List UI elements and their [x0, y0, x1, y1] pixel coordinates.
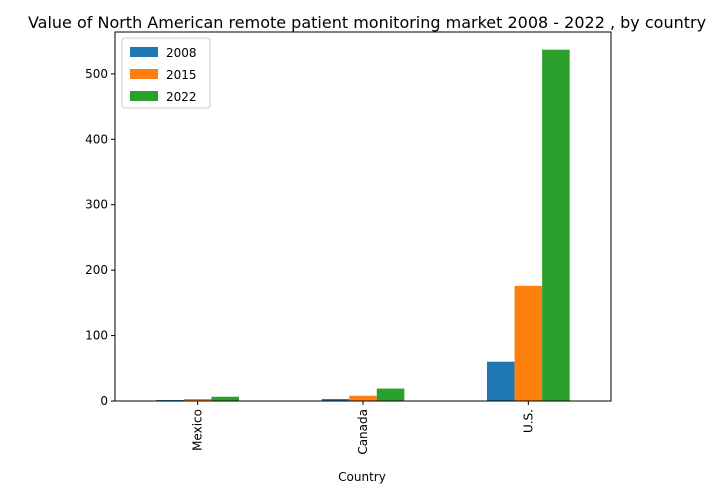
y-tick-label: 300: [85, 198, 108, 212]
x-axis-label: Country: [338, 470, 386, 484]
y-tick-label: 200: [85, 263, 108, 277]
bar-2008-Canada: [321, 399, 350, 401]
chart-title: Value of North American remote patient m…: [28, 13, 706, 32]
legend-label-2008: 2008: [166, 46, 197, 60]
bar-2015-Mexico: [183, 399, 212, 401]
legend-label-2015: 2015: [166, 68, 197, 82]
y-tick-label: 400: [85, 132, 108, 146]
bar-2008-U.S.: [487, 361, 515, 401]
x-tick-label: U.S.: [521, 409, 535, 433]
bar-2015-Canada: [349, 395, 377, 401]
bar-2022-U.S.: [542, 49, 570, 402]
y-tick-label: 0: [100, 394, 108, 408]
y-tick-label: 100: [85, 329, 108, 343]
y-tick-label: 500: [85, 67, 108, 81]
bar-2015-U.S.: [514, 285, 543, 401]
bar-2022-Canada: [376, 388, 405, 401]
legend-swatch-2015: [130, 69, 158, 79]
legend: 2008 2015 2022: [121, 37, 211, 109]
legend-label-2022: 2022: [166, 90, 197, 104]
plot-area: 0 100 200 300 400 500 Mexico Canada U.S.: [85, 31, 612, 455]
legend-swatch-2022: [130, 91, 158, 101]
legend-swatch-2008: [130, 47, 158, 57]
plot-frame: [114, 31, 612, 402]
x-tick-label: Mexico: [191, 409, 205, 451]
bar-2022-Mexico: [211, 396, 239, 401]
x-tick-label: Canada: [356, 409, 370, 455]
